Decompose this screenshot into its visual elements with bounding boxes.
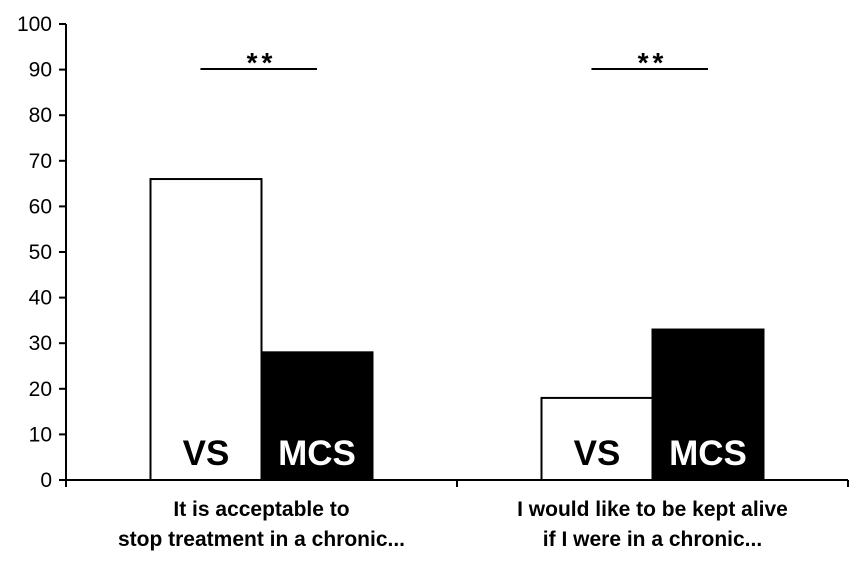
bar-label: VS [574,434,621,473]
bar-label: MCS [669,434,747,473]
bar [540,396,654,482]
bar [149,178,263,481]
category-label: if I were in a chronic... [543,528,762,551]
y-tick-label: 60 [29,195,52,218]
significance-marker: ** [638,47,668,78]
x-axis: It is acceptable to stop treatment in a c… [65,479,849,551]
bar-label: VS [183,434,230,473]
bar [260,351,374,482]
category-label: I would like to be kept alive [517,498,788,521]
bar-label: MCS [278,434,356,473]
y-tick-label: 20 [29,378,52,401]
category-label: stop treatment in a chronic... [118,528,405,551]
category-label: It is acceptable to [173,498,349,521]
y-tick-label: 30 [29,332,52,355]
bar [651,328,765,481]
significance-annotations: ** ** [200,47,708,78]
y-tick-label: 100 [17,13,52,36]
y-tick-label: 50 [29,241,52,264]
y-tick-label: 80 [29,104,52,127]
y-tick-label: 70 [29,150,52,173]
y-tick-label: 90 [29,59,52,82]
bars: VS MCS VS MCS [149,178,765,482]
y-tick-label: 0 [40,469,52,492]
y-tick-label: 40 [29,287,52,310]
y-axis: 0 10 20 30 40 50 60 70 80 90 100 [17,13,67,492]
y-tick-label: 10 [29,423,52,446]
significance-marker: ** [247,47,277,78]
